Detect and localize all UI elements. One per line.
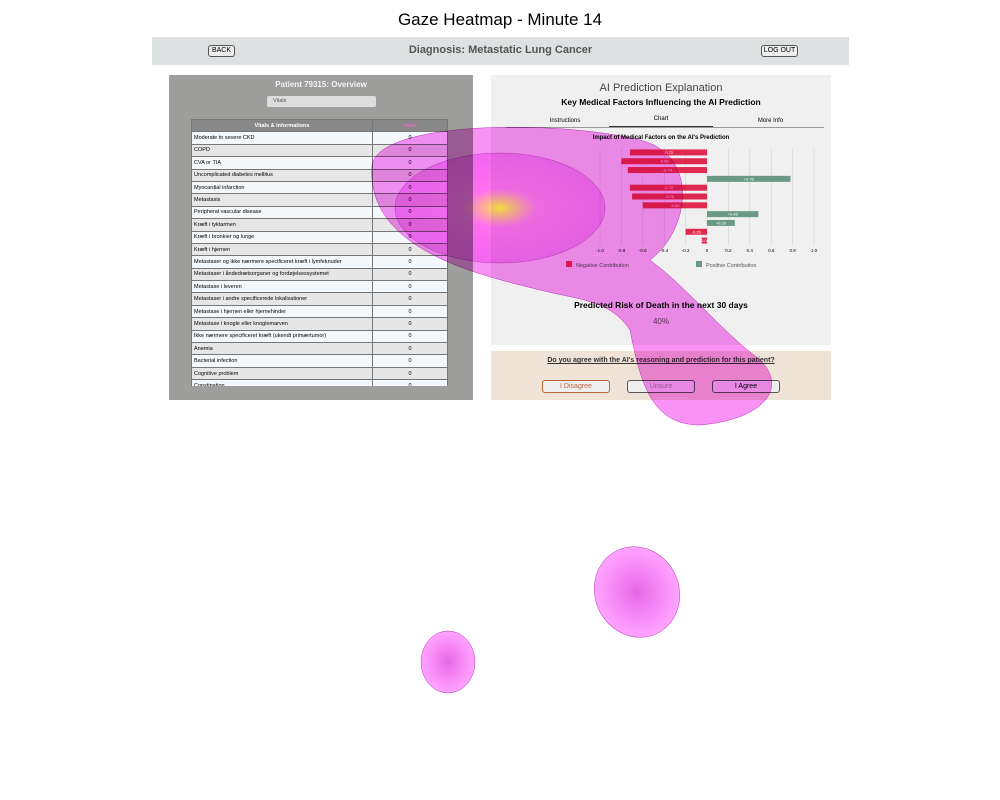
value-label: -0.74: [663, 168, 673, 173]
tab[interactable]: More Info: [757, 118, 784, 124]
value-label: -0.72: [664, 185, 674, 190]
value-label: -0.20: [692, 229, 702, 234]
x-tick-label: 1.0: [811, 248, 818, 253]
legend-label: Negative Contribution: [576, 263, 629, 269]
col-header: Vitals & Informations: [191, 119, 373, 133]
diagnosis-title: Diagnosis: Metastatic Lung Cancer: [408, 44, 593, 56]
legend-swatch: [566, 261, 572, 267]
x-tick-label: 0.4: [747, 248, 754, 253]
legend-label: Positive Contribution: [706, 263, 756, 269]
disagree-button[interactable]: I Disagree: [542, 380, 610, 393]
x-tick-label: 0: [706, 248, 709, 253]
row-label: Metastasis: [191, 193, 373, 207]
x-tick-label: -0.2: [682, 248, 690, 253]
explanation-subtitle: Key Medical Factors Influencing the AI P…: [561, 97, 761, 107]
explanation-title: AI Prediction Explanation: [599, 82, 723, 94]
value-label: -0.80: [660, 159, 670, 164]
x-tick-label: 0.8: [789, 248, 796, 253]
patient-title: Patient 79315: Overview: [275, 80, 367, 89]
top-bar: BACK Diagnosis: Metastatic Lung Cancer L…: [152, 37, 849, 65]
feedback-panel: Do you agree with the AI's reasoning and…: [491, 351, 831, 400]
x-tick-label: -0.4: [660, 248, 668, 253]
legend-swatch: [696, 261, 702, 267]
x-tick-label: -1.0: [596, 248, 604, 253]
value-label: +0.78: [744, 176, 755, 181]
search-label: Vitals: [273, 98, 287, 104]
unsure-button[interactable]: Unsure: [627, 380, 695, 393]
logout-button[interactable]: LOG OUT: [761, 45, 798, 57]
tab[interactable]: Instructions: [549, 118, 581, 124]
value-label: +0.48: [728, 212, 739, 217]
value-label: +0.26: [716, 220, 727, 225]
heatmap-title: Gaze Heatmap - Minute 14: [397, 10, 603, 29]
row-label: Peripheral vascular disease: [191, 205, 373, 220]
row-label: Cognitive problem: [191, 366, 373, 381]
agree-button[interactable]: I Agree: [712, 380, 780, 393]
value-label: -0.60: [670, 203, 680, 208]
x-tick-label: -0.8: [618, 248, 626, 253]
row-label: Moderate to severe CKD: [191, 131, 373, 145]
row-label: Kræft i bronkier og lunge: [191, 230, 373, 244]
value-label: -0.70: [665, 194, 675, 199]
row-label: Kræft i tyktarmen: [191, 218, 373, 232]
row-label: Metastase i knogle eller knoglemarven: [191, 317, 373, 331]
row-label: Myocardial infarction: [191, 180, 373, 195]
row-label: Uncomplicated diabetes mellitus: [191, 168, 373, 182]
x-tick-label: 0.2: [725, 248, 732, 253]
back-button[interactable]: BACK: [208, 45, 235, 57]
x-tick-label: -0.6: [639, 248, 647, 253]
row-label: CVA or TIA: [191, 156, 373, 170]
feedback-question: Do you agree with the AI's reasoning and…: [547, 357, 775, 364]
row-label: Metastase i hjernen eller hjernehinder: [191, 304, 373, 319]
row-label: Metastaser i andre specificerede lokalis…: [191, 292, 373, 306]
value-label: -0.05: [700, 238, 710, 243]
row-label: COPD: [191, 143, 373, 158]
tab[interactable]: Chart: [609, 116, 713, 127]
search-box[interactable]: Vitals: [267, 96, 376, 107]
value-label: -0.72: [664, 150, 674, 155]
x-tick-label: 0.6: [768, 248, 775, 253]
row-label: Metastaser i åndedrætsorganer og fordøje…: [191, 267, 373, 282]
